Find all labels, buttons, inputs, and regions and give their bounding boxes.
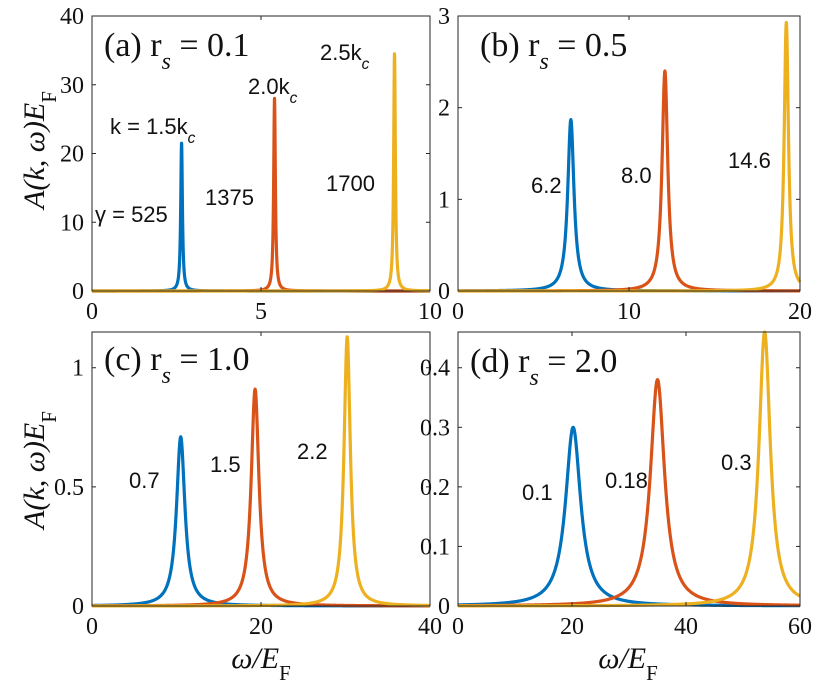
panel-title: (a) rs = 0.1 [104,27,250,75]
annotation-label: 0.7 [129,468,160,493]
annotation-label: 1.5 [210,452,241,477]
x-tick-label: 20 [788,299,812,325]
panel-c: 0 20 40 0 0.5 1 (c) rs = 1.0 0.7 1.5 2.2 [54,331,442,640]
x-tick-label: 10 [617,299,641,325]
panel-title: (d) rs = 2.0 [470,343,617,391]
panel-d: 0 20 40 60 0 0.1 0.2 0.3 0.4 (d) rs = 2.0 0.1 0.18 0… [420,330,812,640]
panel-title: (c) rs = 1.0 [104,341,250,389]
y-tick-label: 1 [72,356,84,382]
annotation-label: 0.1 [522,480,553,505]
y-tick-label: 0.5 [54,475,84,501]
annotation-label: 14.6 [728,148,771,173]
x-tick-label: 20 [560,614,584,640]
y-tick-label: 30 [60,73,84,99]
x-tick-label: 40 [674,614,698,640]
x-tick-label: 0 [452,614,464,640]
annotation-label: 0.18 [605,468,648,493]
y-axis-label: A(k, ω)EF [18,411,61,531]
y-tick-label: 0.2 [420,475,450,501]
x-tick-label: 0 [86,614,98,640]
y-tick-label: 0.4 [420,356,450,382]
annotation-label: 1700 [326,171,375,196]
y-tick-label: 40 [60,4,84,30]
x-axis-label: ω/EF [598,642,658,681]
annotation-label: 2.0kc [248,74,298,107]
annotation-label: 2.2 [297,439,328,464]
annotation-label: 1375 [205,185,254,210]
y-tick-label: 20 [60,142,84,168]
y-tick-label: 10 [60,210,84,236]
y-tick-label: 0 [72,279,84,305]
x-axis-label: ω/EF [231,642,291,681]
y-tick-label: 0 [72,594,84,620]
panel-b: 0 10 20 0 1 2 3 (b) rs = 0.5 6.2 8.0 14.6 [438,4,812,325]
annotation-label: 0.3 [721,450,752,475]
annotation-label: γ = 525 [95,202,168,227]
y-tick-label: 0 [438,279,450,305]
annotation-label: 6.2 [531,173,562,198]
series-line-blue [456,425,802,608]
y-tick-label: 0 [438,594,450,620]
x-tick-label: 0 [86,299,98,325]
panel-a: 0 5 10 0 10 20 30 40 (a) rs = 0.1 k = 1.5kc 2.0kc 2… [60,4,442,325]
y-tick-label: 1 [438,187,450,213]
panel-title: (b) rs = 0.5 [480,27,627,75]
annotation-label: 8.0 [621,163,652,188]
x-tick-label: 0 [452,299,464,325]
annotation-label: 2.5kc [320,40,370,73]
y-tick-label: 0.1 [420,534,450,560]
y-tick-label: 0.3 [420,415,450,441]
x-tick-label: 60 [788,614,812,640]
series-line-red [90,387,432,608]
y-tick-label: 2 [438,96,450,122]
series-line-blue [456,117,802,293]
axes-frame [457,331,801,607]
y-tick-label: 3 [438,4,450,30]
x-tick-label: 40 [418,614,442,640]
y-axis-label: A(k, ω)EF [18,91,61,211]
x-tick-label: 5 [255,299,267,325]
x-tick-label: 20 [249,614,273,640]
annotation-label: k = 1.5kc [110,114,196,147]
x-tick-label: 10 [418,299,442,325]
